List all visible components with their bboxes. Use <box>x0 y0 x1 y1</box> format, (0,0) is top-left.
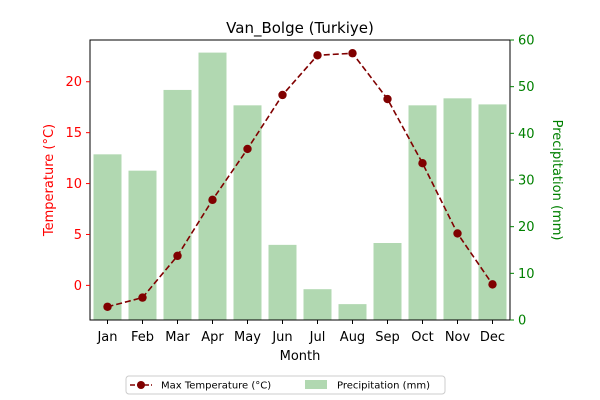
y-right-tick-label: 40 <box>518 127 535 142</box>
temperature-point <box>173 251 182 261</box>
precipitation-bar <box>408 105 437 320</box>
x-tick-label: Sep <box>375 330 400 345</box>
temperature-point <box>348 49 357 58</box>
y-right-tick-label: 0 <box>518 314 526 329</box>
chart-title: Van_Bolge (Turkiye) <box>226 19 374 38</box>
legend-marker-swatch <box>137 381 145 389</box>
precipitation-bar <box>163 89 192 320</box>
temperature-point <box>138 293 147 302</box>
temperature-point <box>208 195 217 205</box>
precipitation-bar <box>373 243 402 320</box>
y-left-tick-label: 0 <box>74 279 82 294</box>
y-axis-left-label: Temperature (°C) <box>42 124 57 237</box>
precipitation-bar <box>268 244 297 320</box>
legend-bar-swatch <box>305 380 327 389</box>
temperature-point <box>418 159 427 168</box>
precipitation-bar <box>303 289 332 320</box>
temperature-point <box>488 280 497 289</box>
precipitation-bar <box>338 304 367 320</box>
temperature-line <box>107 52 494 308</box>
x-tick-label: Mar <box>165 330 190 345</box>
legend-box <box>125 375 446 395</box>
y-right-tick-label: 50 <box>518 80 535 95</box>
x-axis-label: Month <box>280 349 321 364</box>
x-tick-label: May <box>234 330 261 345</box>
precipitation-bar <box>93 154 122 320</box>
y-left-tick-label: 10 <box>65 177 82 192</box>
y-left-tick-label: 5 <box>74 228 82 243</box>
legend-label-temperature: Max Temperature (°C) <box>161 381 271 392</box>
x-tick-label: Feb <box>131 330 154 345</box>
y-left-tick-label: 20 <box>65 75 82 90</box>
temperature-point <box>383 94 392 104</box>
x-tick-label: Jan <box>96 330 117 345</box>
legend-label-precipitation: Precipitation (mm) <box>337 381 430 392</box>
x-tick-label: Apr <box>201 330 224 345</box>
x-tick-label: Dec <box>480 330 505 345</box>
legend: Max Temperature (°C) Precipitation (mm) <box>125 375 446 395</box>
x-tick-label: Jul <box>309 330 326 345</box>
y-axis-right-label: Precipitation (mm) <box>549 120 564 241</box>
temperature-point <box>278 90 287 100</box>
temperature-point <box>313 51 322 60</box>
temperature-point <box>243 144 252 154</box>
y-left-tick-label: 15 <box>65 126 82 141</box>
precipitation-bar <box>233 105 262 320</box>
x-tick-label: Oct <box>411 330 433 345</box>
precipitation-bar <box>443 98 472 320</box>
x-tick-label: Aug <box>340 330 365 345</box>
y-right-tick-label: 30 <box>518 174 535 189</box>
temperature-point <box>103 302 112 311</box>
temperature-point <box>453 229 462 238</box>
y-right-tick-label: 60 <box>518 34 535 49</box>
y-right-tick-label: 20 <box>518 220 535 235</box>
x-tick-label: Jun <box>271 330 292 345</box>
x-tick-label: Nov <box>445 330 471 345</box>
y-right-tick-label: 10 <box>518 267 535 282</box>
